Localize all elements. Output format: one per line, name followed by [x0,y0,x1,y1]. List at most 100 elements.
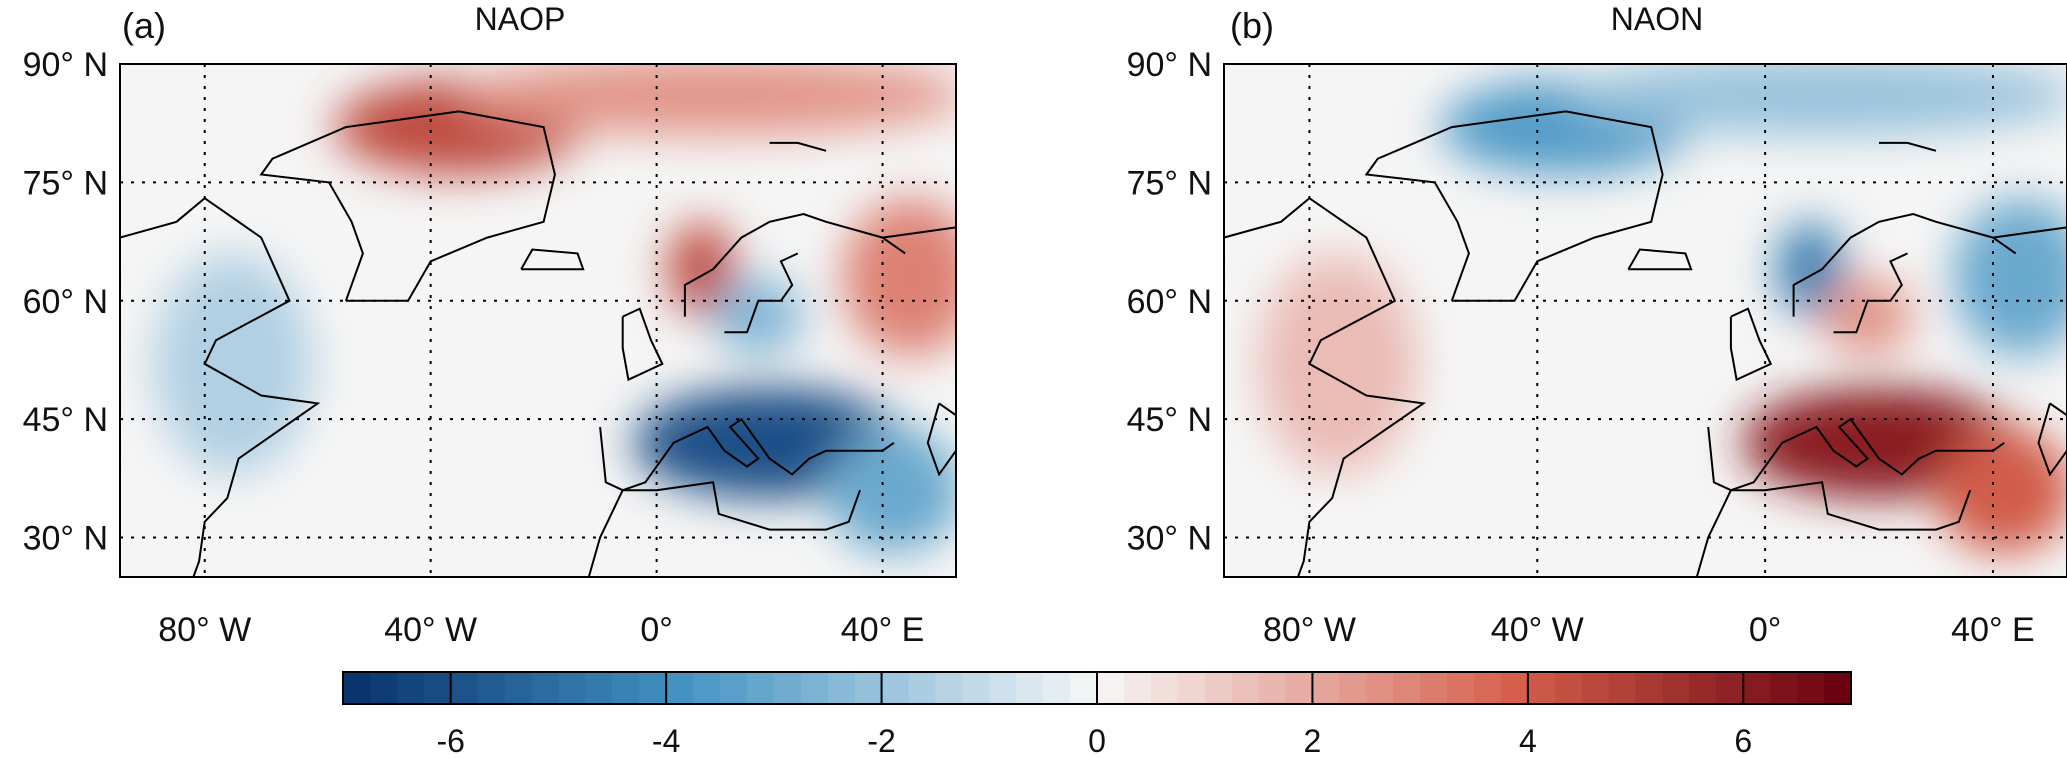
coastline [259,110,556,302]
panel-title: NAOP [475,1,566,37]
anomaly-blob [843,198,956,356]
colorbar-tick-label: 6 [1734,723,1752,758]
colorbar-cell [1770,672,1798,704]
colorbar-cell [558,672,586,704]
colorbar-cell [639,672,667,704]
colorbar-cell [504,672,533,704]
colorbar-cell [693,672,721,704]
coastline [1224,196,1427,577]
colorbar-cell [1070,672,1098,704]
anomaly-blob [1953,198,2067,356]
colorbar-cell [1312,672,1340,704]
coastlines [1224,110,2067,577]
panel-letter: (b) [1230,5,1274,46]
coastlines [120,110,956,577]
colorbar-cell [1474,672,1502,704]
colorbar-cell [1743,672,1771,704]
lon-tick-label: 0° [640,611,673,649]
anomaly-field-b [1224,64,2067,577]
colorbar-cell [477,672,506,704]
panel-letter: (a) [122,5,166,46]
anomaly-blobs [1258,64,2067,554]
coastline [587,489,624,577]
coastline [769,141,827,152]
lat-tick-label: 90° N [23,46,108,84]
coastline [599,417,895,492]
anomaly-blobs [153,64,956,554]
colorbar-cell [935,672,963,704]
colorbar-cell [1097,672,1125,704]
colorbar-cell [1123,672,1152,704]
lat-tick-label: 75° N [23,164,108,202]
colorbar-cell [1500,672,1529,704]
lat-tick-label: 60° N [1127,283,1212,321]
panel-title: NAON [1611,1,1703,37]
colorbar-cells [343,672,1852,704]
colorbar-cell [423,672,452,704]
colorbar-cell [1447,672,1475,704]
colorbar-cell [1016,672,1044,704]
colorbar-cell [773,672,802,704]
colorbar-tick-label: -6 [436,723,464,758]
lat-tick-labels: 90° N 75° N 60° N 45° N 30° N [1127,46,1212,558]
coastline [621,307,664,382]
colorbar-cell [1339,672,1367,704]
colorbar-cell [1527,672,1556,704]
coastline [1730,481,1972,531]
coastline [1695,489,1732,577]
map-panel-a: (a) NAOP 90° N 75° N 60° N 45° N 30° N 8… [23,1,957,649]
colorbar-cell [369,672,398,704]
colorbar-cell [881,672,910,704]
colorbar-cell [1420,672,1448,704]
colorbar-cell [1204,672,1233,704]
lon-tick-label: 40° E [1951,611,2035,649]
colorbar-cell [396,672,425,704]
lat-tick-label: 30° N [23,520,108,558]
colorbar-cell [450,672,479,704]
lon-tick-label: 40° W [1491,611,1584,649]
colorbar-cell [1608,672,1637,704]
lon-tick-label: 80° W [1263,611,1356,649]
colorbar-cell [1231,672,1260,704]
colorbar-cell [1150,672,1179,704]
colorbar-cell [531,672,560,704]
anomaly-field-a [120,64,956,577]
colorbar-cell [746,672,775,704]
colorbar-ticks [449,672,1745,704]
colorbar-cell [1285,672,1314,704]
anomaly-blob [1258,253,1418,475]
colorbar-tick-label: -4 [652,723,680,758]
map-frame [1223,63,2067,578]
lon-tick-label: 40° W [384,611,477,649]
coastline [1729,307,1773,382]
colorbar-cell [1635,672,1664,704]
lat-tick-label: 60° N [23,283,108,321]
coastline [1792,212,2017,317]
colorbar-cell [827,672,856,704]
coastline [520,248,585,271]
colorbar-cell [908,672,937,704]
map-frame [119,63,957,578]
lat-tick-label: 75° N [1127,164,1212,202]
lon-tick-labels: 80° W 40° W 0° 40° E [158,611,924,649]
colorbar-tick-label: 0 [1088,723,1106,758]
anomaly-blob [713,277,804,357]
lon-tick-labels: 80° W 40° W 0° 40° E [1263,611,2035,649]
coastline [926,402,956,477]
coastline [2037,402,2067,477]
lat-tick-label: 45° N [23,401,108,439]
colorbar-cell [343,672,371,704]
coastline [1879,141,1937,152]
colorbar-tick-labels: -6 -4 -2 0 2 4 6 [436,723,1752,758]
lon-tick-label: 80° W [158,611,251,649]
colorbar-cell [1393,672,1421,704]
anomaly-blob [153,253,313,475]
graticule [120,64,956,577]
colorbar-cell [989,672,1017,704]
coastline [1627,248,1693,271]
colorbar-cell [1177,672,1206,704]
coastline [1992,226,2067,239]
anomaly-blob [1936,427,2067,554]
colorbar-cell [720,672,748,704]
